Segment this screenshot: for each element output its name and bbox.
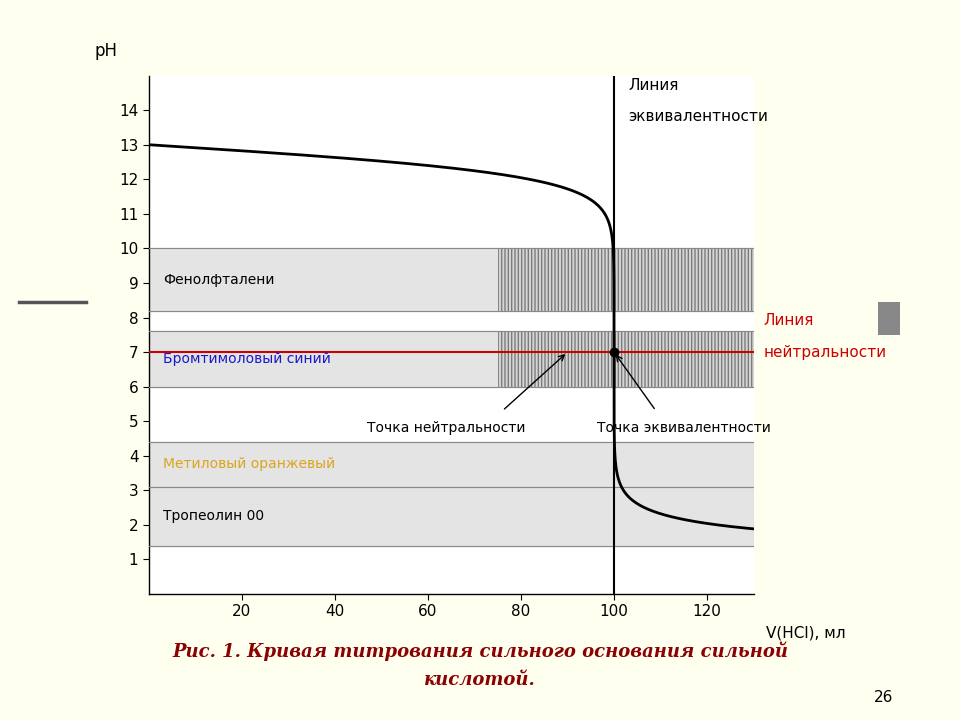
Bar: [149, 248, 754, 310]
Text: Линия: Линия: [763, 313, 813, 328]
Text: Метиловый оранжевый: Метиловый оранжевый: [163, 457, 335, 472]
Text: Точка нейтральности: Точка нейтральности: [368, 421, 526, 435]
Text: Точка эквивалентности: Точка эквивалентности: [597, 421, 771, 435]
Text: Бромтимоловый синий: Бромтимоловый синий: [163, 352, 330, 366]
Text: Тропеолин 00: Тропеолин 00: [163, 509, 264, 523]
Text: V(HCl), мл: V(HCl), мл: [766, 625, 846, 640]
Text: эквивалентности: эквивалентности: [628, 109, 768, 124]
Bar: [497, 331, 754, 387]
Bar: [149, 442, 754, 487]
Bar: [149, 331, 754, 387]
Bar: [497, 248, 754, 310]
Y-axis label: pH: pH: [95, 42, 118, 60]
Bar: [149, 487, 754, 546]
Text: Фенолфталени: Фенолфталени: [163, 272, 275, 287]
Text: Линия: Линия: [628, 78, 679, 93]
Text: кислотой.: кислотой.: [424, 671, 536, 690]
Text: 26: 26: [874, 690, 893, 705]
Text: нейтральности: нейтральности: [763, 346, 886, 360]
Text: Рис. 1. Кривая титрования сильного основания сильной: Рис. 1. Кривая титрования сильного основ…: [172, 642, 788, 662]
